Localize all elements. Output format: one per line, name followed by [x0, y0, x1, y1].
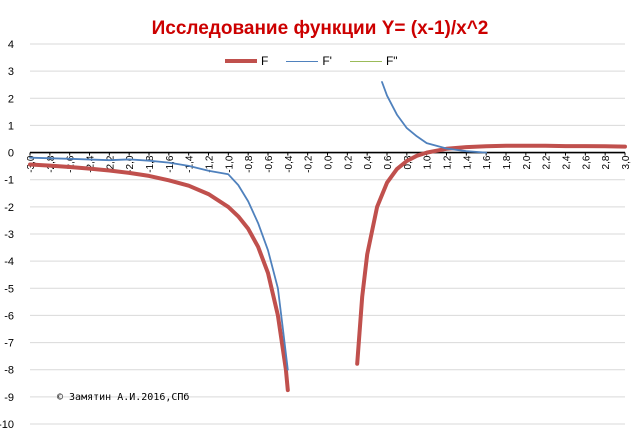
- x-tick-label: 0,6: [383, 155, 394, 169]
- y-tick-label: -4: [4, 256, 14, 268]
- x-tick-label: -1,6: [165, 155, 176, 173]
- y-tick-label: -7: [4, 338, 14, 350]
- series-f-prime-line: [29, 156, 289, 371]
- y-tick-label: -9: [4, 392, 14, 404]
- y-tick-label: 3: [8, 66, 14, 78]
- x-tick-label: 3,0: [621, 155, 632, 169]
- x-tick-label: 2,0: [522, 155, 533, 169]
- y-tick-label: -5: [4, 283, 14, 295]
- y-tick-label: 2: [8, 93, 14, 105]
- legend-swatch-f: [225, 59, 257, 63]
- x-tick-label: -1,8: [145, 155, 156, 173]
- x-tick-label: -0,6: [264, 155, 275, 173]
- y-tick-label: -2: [4, 202, 14, 214]
- x-tick-label: -0,8: [244, 155, 255, 173]
- legend-label-f-prime: F': [322, 54, 332, 68]
- x-tick-label: -2,4: [86, 155, 97, 173]
- x-tick-label: 2,6: [581, 155, 592, 169]
- legend-swatch-f-prime: [286, 60, 319, 62]
- copyright-text: © Замятин А.И.2016,СПб: [57, 392, 190, 403]
- legend-item-f-double-prime: F": [349, 54, 398, 68]
- x-tick-label: 0,4: [363, 155, 374, 169]
- x-tick-label: 1,8: [502, 155, 513, 169]
- y-tick-label: 1: [8, 120, 14, 132]
- y-tick-label: -6: [4, 310, 14, 322]
- y-tick-label: 0: [8, 148, 14, 160]
- x-tick-label: -1,0: [224, 155, 235, 173]
- y-tick-label: -8: [4, 365, 14, 377]
- legend-label-f: F: [261, 54, 269, 68]
- legend-swatch-f-double-prime: [349, 60, 382, 62]
- series-f-line: [28, 162, 290, 393]
- legend-item-f: F: [225, 54, 268, 68]
- x-tick-label: 1,6: [482, 155, 493, 169]
- x-tick-label: -2,0: [125, 155, 136, 173]
- x-tick-label: 1,4: [462, 155, 473, 169]
- legend-item-f-prime: F': [286, 54, 332, 68]
- y-tick-label: -1: [4, 175, 14, 187]
- series-f-line: [355, 143, 627, 366]
- x-tick-label: 0,2: [343, 155, 354, 169]
- x-tick-label: 1,2: [443, 155, 454, 169]
- x-tick-label: -0,2: [304, 155, 315, 173]
- x-tick-label: 2,8: [601, 155, 612, 169]
- x-tick-label: -2,2: [105, 155, 116, 173]
- x-tick-label: -1,2: [205, 155, 216, 173]
- y-tick-label: -10: [0, 419, 14, 431]
- y-tick-label: 4: [8, 39, 14, 51]
- x-tick-label: -0,4: [284, 155, 295, 173]
- y-tick-label: -3: [4, 229, 14, 241]
- chart-title: Исследование функции Y= (x-1)/x^2: [151, 18, 489, 39]
- x-tick-label: 2,4: [562, 155, 573, 169]
- x-tick-label: -1,4: [185, 155, 196, 173]
- chart-legend: F F' F": [225, 52, 416, 70]
- series-f-prime-line: [381, 81, 488, 154]
- x-tick-label: -2,6: [66, 155, 77, 173]
- legend-label-f-double-prime: F": [385, 54, 398, 68]
- x-tick-label: 0,0: [324, 155, 335, 169]
- x-tick-label: 1,0: [423, 155, 434, 169]
- x-tick-label: 2,2: [542, 155, 553, 169]
